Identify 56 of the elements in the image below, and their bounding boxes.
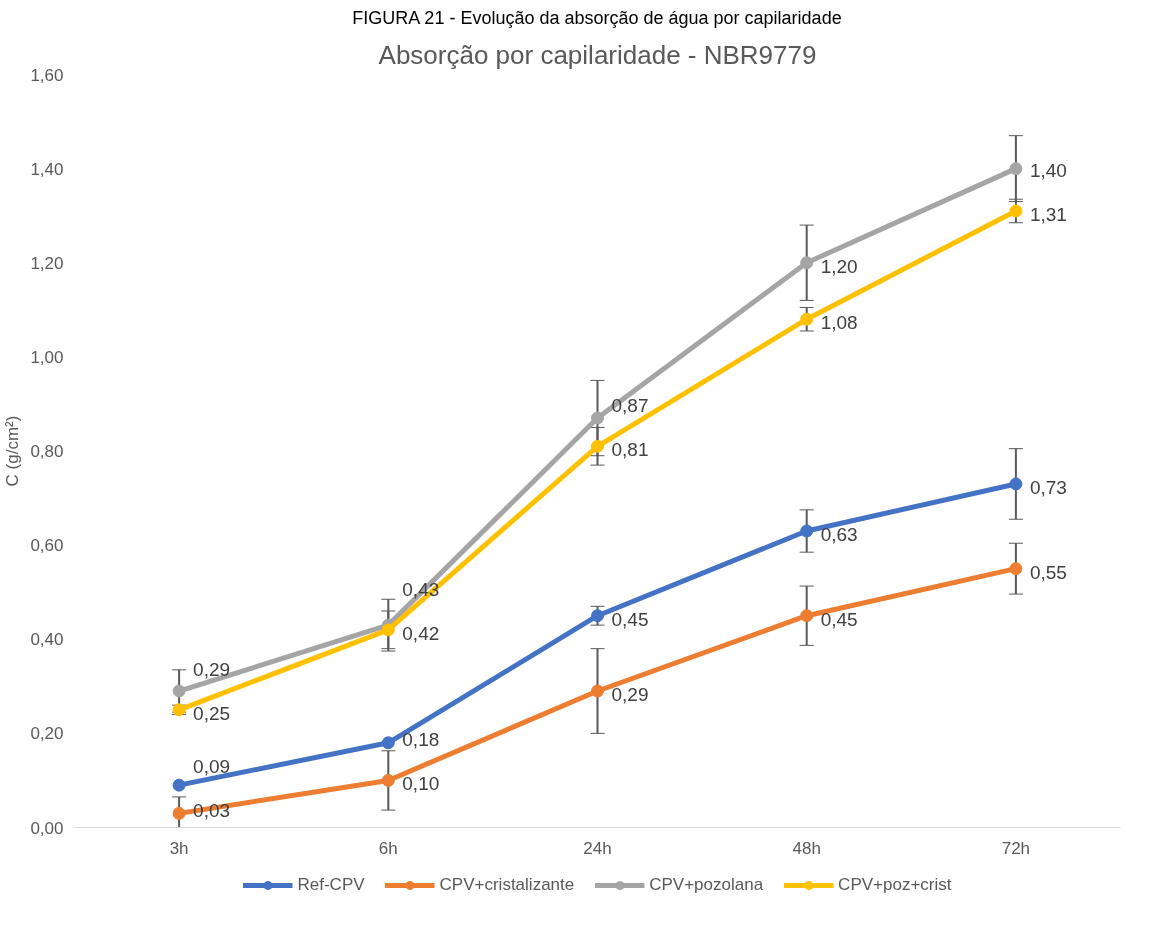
data-label: 1,40 bbox=[1029, 159, 1067, 181]
legend-label: CPV+poz+crist bbox=[838, 875, 952, 895]
point bbox=[381, 773, 395, 787]
point bbox=[591, 684, 604, 698]
y-tick-label: 0,20 bbox=[30, 724, 64, 744]
data-label: 0,10 bbox=[402, 773, 440, 795]
point bbox=[1009, 562, 1023, 576]
data-label: 0,45 bbox=[820, 608, 858, 630]
point bbox=[800, 256, 814, 270]
y-tick-label: 1,40 bbox=[30, 159, 64, 179]
point bbox=[1009, 477, 1023, 491]
y-axis-title: C (g/cm²) bbox=[3, 415, 23, 487]
data-label: 1,08 bbox=[820, 312, 858, 334]
legend-label: Ref-CPV bbox=[297, 875, 365, 895]
point bbox=[800, 524, 814, 538]
point bbox=[591, 439, 604, 453]
y-tick-label: 0,00 bbox=[30, 818, 64, 838]
y-tick-label: 0,60 bbox=[30, 536, 64, 556]
y-tick-label: 0,40 bbox=[30, 630, 64, 650]
data-label: 1,20 bbox=[820, 255, 858, 277]
x-tick-label: 3h bbox=[169, 838, 189, 858]
data-label: 0,87 bbox=[611, 395, 649, 417]
data-label: 0,45 bbox=[611, 608, 649, 630]
point bbox=[172, 806, 186, 820]
data-label: 0,18 bbox=[402, 729, 440, 751]
point bbox=[800, 609, 814, 623]
data-label: 0,29 bbox=[193, 658, 231, 680]
point bbox=[381, 623, 395, 637]
data-label: 0,09 bbox=[193, 756, 231, 778]
x-tick-label: 6h bbox=[378, 838, 398, 858]
x-tick-label: 72h bbox=[1001, 838, 1031, 858]
data-label: 0,55 bbox=[1029, 561, 1067, 583]
point bbox=[172, 778, 186, 792]
data-label: 1,31 bbox=[1029, 203, 1067, 225]
chart-title: FIGURA 21 - Evolução da absorção de água por capilaridade bbox=[352, 7, 842, 28]
data-label: 0,29 bbox=[611, 684, 649, 706]
chart-subtitle: Absorção por capilaridade - NBR9779 bbox=[378, 39, 817, 70]
point bbox=[591, 609, 604, 623]
legend-label: CPV+pozolana bbox=[649, 875, 764, 895]
data-label: 0,42 bbox=[402, 622, 440, 644]
point bbox=[172, 684, 186, 698]
data-label: 0,25 bbox=[193, 702, 231, 724]
point bbox=[381, 736, 395, 750]
data-label: 0,73 bbox=[1029, 476, 1067, 498]
point bbox=[591, 411, 604, 425]
y-tick-label: 1,60 bbox=[30, 65, 64, 85]
point bbox=[1009, 162, 1023, 176]
legend-label: CPV+cristalizante bbox=[439, 875, 575, 895]
x-tick-label: 24h bbox=[583, 838, 612, 858]
data-label: 0,63 bbox=[820, 524, 858, 546]
y-tick-label: 1,20 bbox=[30, 253, 64, 273]
x-tick-label: 48h bbox=[792, 838, 821, 858]
data-label: 0,81 bbox=[611, 439, 649, 461]
y-tick-label: 1,00 bbox=[30, 347, 64, 367]
y-tick-label: 0,80 bbox=[30, 442, 64, 461]
point bbox=[800, 312, 814, 326]
